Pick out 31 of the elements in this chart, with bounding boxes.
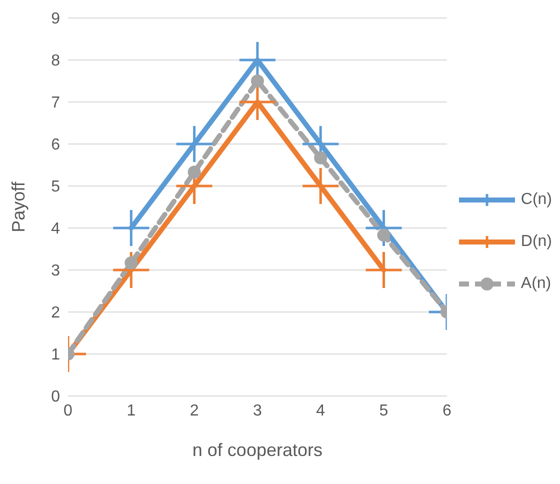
point <box>314 151 328 164</box>
point <box>250 74 264 88</box>
y-tick-label: 7 <box>51 94 60 112</box>
x-tick-label: 4 <box>316 402 326 420</box>
y-tick-label: 9 <box>51 10 60 28</box>
y-axis-title: Payoff <box>8 180 28 232</box>
point <box>302 168 339 204</box>
legend-label: C(n) <box>520 191 552 209</box>
y-tick-label: 8 <box>51 52 60 70</box>
x-tick-label: 2 <box>190 402 199 420</box>
y-tick-label: 6 <box>51 136 60 154</box>
y-tick-label: 4 <box>51 220 60 238</box>
point <box>377 228 390 242</box>
y-tick-label: 3 <box>51 262 60 280</box>
point <box>176 126 212 162</box>
x-tick-label: 3 <box>252 402 262 420</box>
y-tick-label: 0 <box>51 388 60 406</box>
x-tick-label: 6 <box>442 402 452 420</box>
x-axis-title: n of cooperators <box>192 440 322 460</box>
point <box>188 166 201 179</box>
point <box>124 256 138 270</box>
y-tick-label: 1 <box>51 346 60 364</box>
y-tick-label: 2 <box>51 304 60 322</box>
x-tick-label: 1 <box>126 402 136 420</box>
point <box>113 210 150 246</box>
legend-label: A(n) <box>520 275 552 293</box>
x-tick-label: 5 <box>379 402 388 420</box>
legend-label: D(n) <box>520 233 552 251</box>
x-tick-label: 0 <box>64 402 73 420</box>
point <box>366 252 402 288</box>
y-tick-label: 5 <box>51 178 60 196</box>
